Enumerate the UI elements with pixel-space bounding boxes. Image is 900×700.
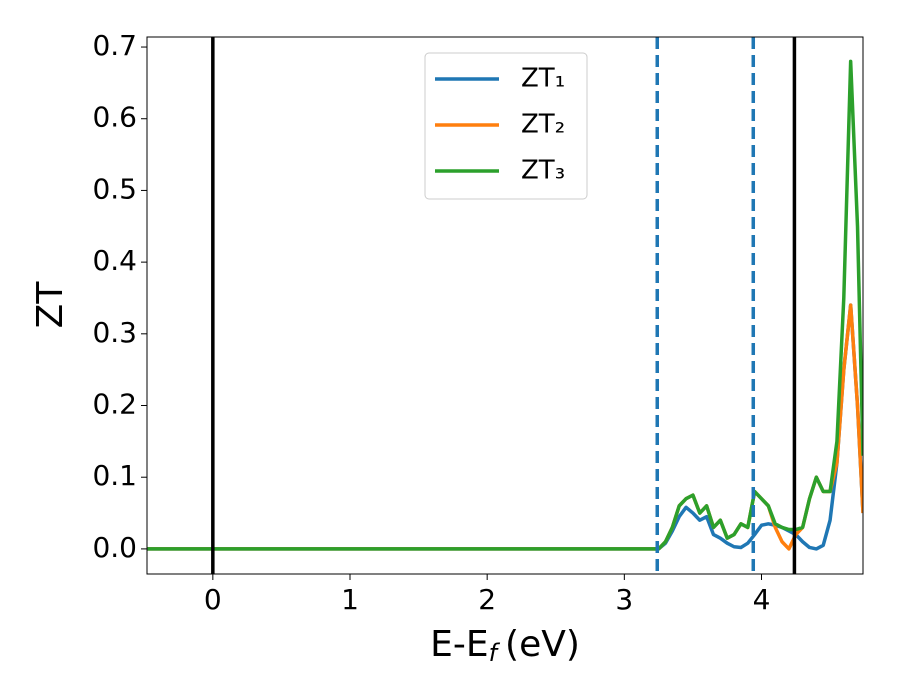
series-line xyxy=(147,303,863,551)
x-tick-label: 1 xyxy=(341,583,359,616)
x-label-sub: f xyxy=(489,639,501,667)
x-label-unit: (eV) xyxy=(505,624,580,665)
series-line xyxy=(147,303,863,551)
legend-label: ZT₁ xyxy=(521,64,565,94)
y-tick-label: 0.7 xyxy=(92,29,137,62)
x-tick-label: 3 xyxy=(615,583,633,616)
legend-box xyxy=(424,52,588,200)
y-tick-label: 0.2 xyxy=(92,388,137,421)
y-tick-label: 0.6 xyxy=(92,101,137,134)
legend-label: ZT₃ xyxy=(521,156,565,186)
x-tick-label: 4 xyxy=(753,583,771,616)
y-tick-label: 0.5 xyxy=(92,172,137,205)
y-tick-label: 0.3 xyxy=(92,316,137,349)
x-axis-label: E-Ef (eV) xyxy=(430,624,580,667)
x-tick-label: 2 xyxy=(478,583,496,616)
y-tick-label: 0.4 xyxy=(92,244,137,277)
y-tick-label: 0.1 xyxy=(92,459,137,492)
series-line xyxy=(147,59,863,551)
plot-frame xyxy=(146,36,864,575)
x-tick-label: 0 xyxy=(204,583,222,616)
y-tick-label: 0.0 xyxy=(92,531,137,564)
y-axis-label: ZT xyxy=(30,281,71,329)
legend-label: ZT₂ xyxy=(521,110,565,140)
x-label-main: E-E xyxy=(430,624,488,665)
